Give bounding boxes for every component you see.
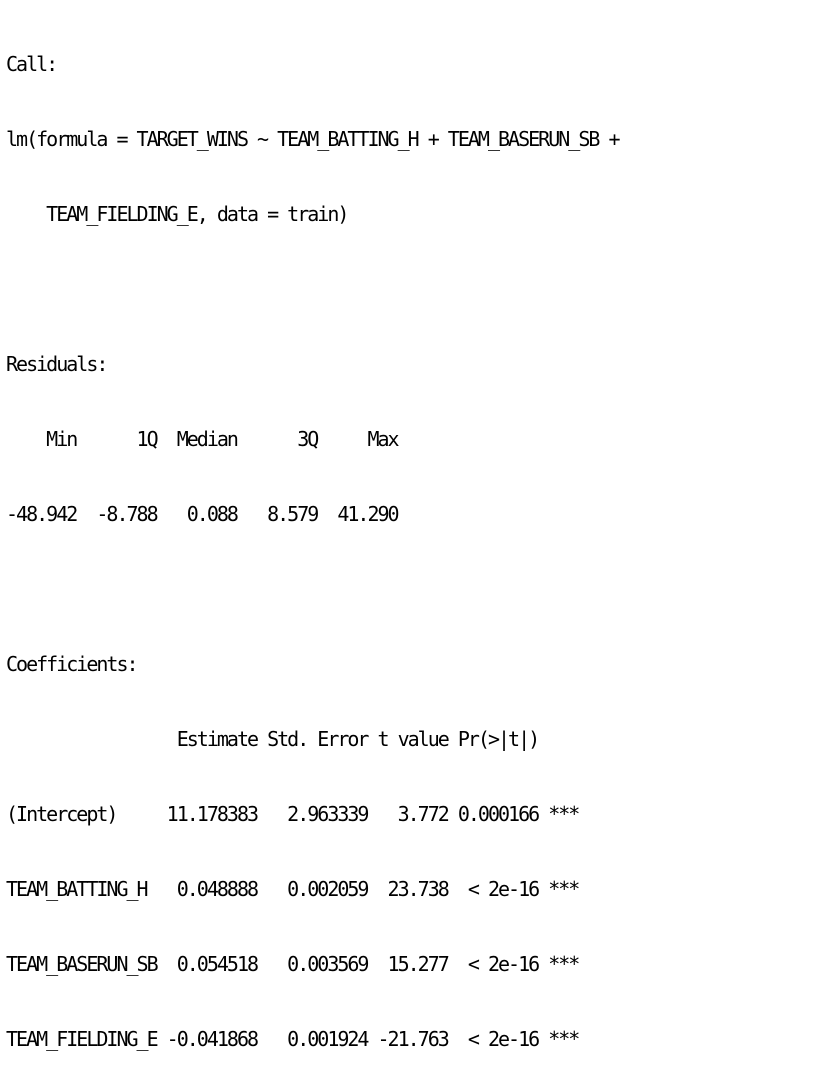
- output-line-blank: [6, 277, 816, 302]
- r-console-output: Call: lm(formula = TARGET_WINS ~ TEAM_BA…: [6, 2, 816, 1051]
- output-line-residuals-label: Residuals:: [6, 352, 108, 376]
- output-line-blank: [6, 577, 816, 602]
- output-line-formula: lm(formula = TARGET_WINS ~ TEAM_BATTING_…: [6, 127, 621, 151]
- output-line-coefficients-header: Estimate Std. Error t value Pr(>|t|): [6, 727, 579, 751]
- output-line-call-label: Call:: [6, 52, 58, 76]
- output-line-residuals-header: Min 1Q Median 3Q Max: [6, 427, 408, 451]
- output-line-formula-continued: TEAM_FIELDING_E, data = train): [6, 202, 349, 226]
- output-line-residuals-values: -48.942 -8.788 0.088 8.579 41.290: [6, 502, 408, 526]
- output-line-coef-fielding-e: TEAM_FIELDING_E -0.041868 0.001924 -21.7…: [6, 1027, 580, 1051]
- output-line-coef-intercept: (Intercept) 11.178383 2.963339 3.772 0.0…: [6, 802, 580, 826]
- output-line-coef-baserun-sb: TEAM_BASERUN_SB 0.054518 0.003569 15.277…: [6, 952, 580, 976]
- output-line-coefficients-label: Coefficients:: [6, 652, 139, 676]
- output-line-coef-batting-h: TEAM_BATTING_H 0.048888 0.002059 23.738 …: [6, 877, 580, 901]
